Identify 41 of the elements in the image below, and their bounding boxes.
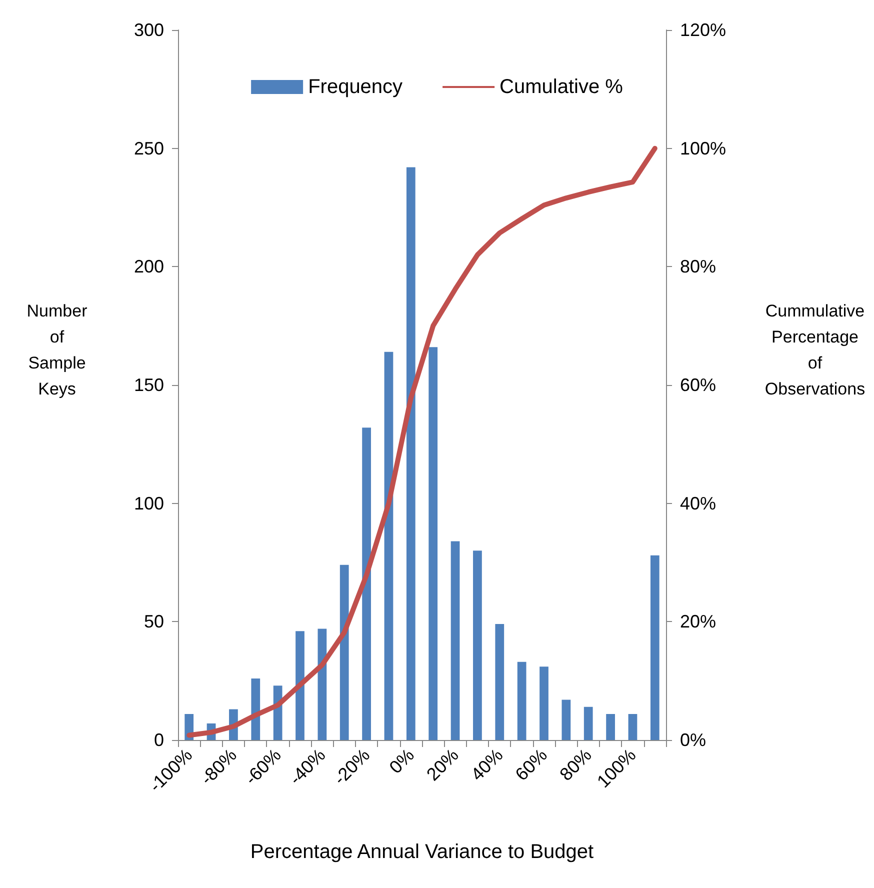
bar [406,167,416,740]
bar [296,631,304,740]
x-axis-title: Percentage Annual Variance to Budget [250,841,594,863]
y-tick-label: 300 [134,20,164,40]
y-tick-label: 0 [154,730,164,750]
bar [584,706,593,740]
y-axis-title: Number of Sample Keys [26,302,88,398]
bar [473,550,482,740]
bar [362,428,371,740]
x-tick-label: 80% [556,744,596,785]
bar [628,714,638,740]
legend-label: Frequency [308,76,403,98]
y2-tick-label: 0% [680,730,706,750]
y-tick-label: 100 [134,493,164,514]
x-tick-label: 60% [511,744,552,785]
bar [428,347,438,740]
bar [517,662,526,740]
x-tick-label: 0% [385,744,418,778]
bar [450,541,460,740]
y-tick-label: 250 [134,138,164,158]
bar [318,628,327,740]
y2-tick-label: 80% [680,256,716,277]
bar [384,352,394,740]
bar [606,714,615,740]
y2-axis-title: Cummulative Percentage of Observations [764,302,866,398]
y2-tick-label: 120% [680,20,726,40]
x-tick-label: 40% [467,744,507,785]
bar [495,624,504,740]
y-tick-label: 200 [134,256,164,277]
legend-label: Cumulative % [500,76,624,98]
bar [650,555,660,740]
y2-tick-label: 100% [680,138,726,158]
y-tick-label: 50 [144,612,164,632]
y-tick-label: 150 [134,375,164,395]
y2-tick-label: 60% [680,375,716,395]
bar [251,678,260,740]
bar [562,700,571,740]
bar [540,666,548,740]
y2-tick-label: 20% [680,612,716,632]
bar [340,564,349,740]
y2-tick-label: 40% [680,493,716,514]
